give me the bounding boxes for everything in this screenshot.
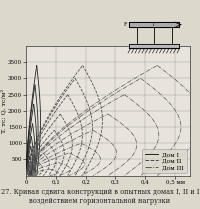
Дом III bbox=[25, 174, 27, 177]
Line: Дом I: Дом I bbox=[26, 65, 37, 176]
Дом I bbox=[29, 113, 32, 116]
Дом I bbox=[36, 64, 38, 67]
Дом II bbox=[30, 152, 33, 154]
Дом I bbox=[33, 79, 36, 82]
Дом III bbox=[37, 152, 40, 154]
Дом II bbox=[65, 87, 67, 89]
Дом II bbox=[25, 171, 28, 173]
Дом III bbox=[44, 144, 46, 147]
Дом I bbox=[31, 98, 33, 101]
Line: Дом II: Дом II bbox=[26, 65, 83, 176]
Дом I bbox=[32, 91, 34, 93]
Дом I bbox=[35, 68, 37, 70]
Дом III bbox=[69, 121, 71, 124]
Дом III bbox=[47, 140, 50, 143]
Дом I bbox=[29, 117, 31, 120]
Дом I bbox=[25, 171, 27, 173]
Дом II bbox=[27, 163, 29, 165]
Дом I bbox=[30, 106, 32, 108]
Дом III bbox=[55, 133, 58, 135]
Дом I bbox=[31, 94, 34, 97]
Дом I bbox=[33, 83, 35, 86]
Дом II bbox=[50, 110, 53, 112]
Дом II bbox=[60, 94, 62, 97]
Дом II bbox=[48, 113, 50, 116]
Дом III bbox=[136, 76, 139, 78]
Дом III bbox=[51, 136, 54, 139]
Дом III bbox=[124, 83, 126, 86]
Дом I bbox=[30, 102, 33, 105]
Дом II bbox=[28, 159, 30, 162]
Дом III bbox=[29, 163, 32, 165]
Text: F: F bbox=[124, 22, 127, 27]
Дом III bbox=[111, 91, 114, 93]
Дом II bbox=[53, 106, 55, 108]
Дом III bbox=[60, 129, 62, 131]
Дом III bbox=[89, 106, 91, 108]
Дом III bbox=[27, 167, 30, 169]
Дом II bbox=[29, 155, 31, 158]
Дом II bbox=[26, 167, 28, 169]
Дом III bbox=[149, 68, 152, 70]
Дом I bbox=[25, 167, 27, 169]
Дом III bbox=[26, 171, 28, 173]
Дом III bbox=[94, 102, 97, 105]
Дом III bbox=[143, 72, 145, 74]
Дом III bbox=[84, 110, 86, 112]
Дом II bbox=[73, 76, 75, 78]
Дом I bbox=[28, 125, 30, 127]
Дом I bbox=[25, 174, 27, 177]
Дом II bbox=[36, 136, 39, 139]
Дом I bbox=[34, 72, 37, 74]
Дом I bbox=[30, 110, 32, 112]
Legend: Дом I, Дом II, Дом III: Дом I, Дом II, Дом III bbox=[142, 149, 187, 173]
Дом III bbox=[34, 155, 37, 158]
Дом I bbox=[26, 155, 28, 158]
Y-axis label: T, тс; Q, тс/м²: T, тс; Q, тс/м² bbox=[1, 89, 6, 133]
Дом II bbox=[81, 64, 84, 67]
Дом I bbox=[26, 144, 29, 147]
Дом III bbox=[100, 98, 102, 101]
Дом I bbox=[28, 129, 30, 131]
Дом II bbox=[32, 148, 34, 150]
Дом III bbox=[32, 159, 34, 162]
Дом II bbox=[44, 121, 46, 124]
Text: Рис. 127. Кривая сдвига конструкций в опытных домах I, II и III под
воздействием: Рис. 127. Кривая сдвига конструкций в оп… bbox=[0, 188, 200, 205]
Дом II bbox=[38, 133, 40, 135]
Дом I bbox=[26, 148, 28, 150]
Дом I bbox=[27, 133, 30, 135]
Дом II bbox=[35, 140, 37, 143]
Дом III bbox=[156, 64, 158, 67]
Дом III bbox=[130, 79, 132, 82]
Дом I bbox=[26, 152, 28, 154]
Дом II bbox=[40, 129, 42, 131]
Дом III bbox=[117, 87, 120, 89]
Дом I bbox=[34, 76, 36, 78]
Дом I bbox=[25, 163, 28, 165]
Дом III bbox=[40, 148, 43, 150]
Дом II bbox=[55, 102, 57, 105]
Дом II bbox=[42, 125, 44, 127]
Text: l: l bbox=[153, 22, 155, 27]
Дом II bbox=[57, 98, 60, 101]
Дом II bbox=[46, 117, 48, 120]
Дом II bbox=[67, 83, 70, 86]
Дом II bbox=[76, 72, 78, 74]
Дом II bbox=[70, 79, 73, 82]
Дом I bbox=[28, 121, 31, 124]
Дом II bbox=[25, 174, 27, 177]
Дом II bbox=[33, 144, 35, 147]
Дом III bbox=[64, 125, 67, 127]
Дом I bbox=[25, 159, 28, 162]
Дом III bbox=[79, 113, 81, 116]
Дом II bbox=[62, 91, 65, 93]
Дом I bbox=[32, 87, 35, 89]
Дом III bbox=[106, 94, 108, 97]
Line: Дом III: Дом III bbox=[26, 65, 157, 176]
Дом I bbox=[27, 140, 29, 143]
Дом III bbox=[74, 117, 76, 120]
Дом II bbox=[79, 68, 81, 70]
Дом I bbox=[27, 136, 29, 139]
